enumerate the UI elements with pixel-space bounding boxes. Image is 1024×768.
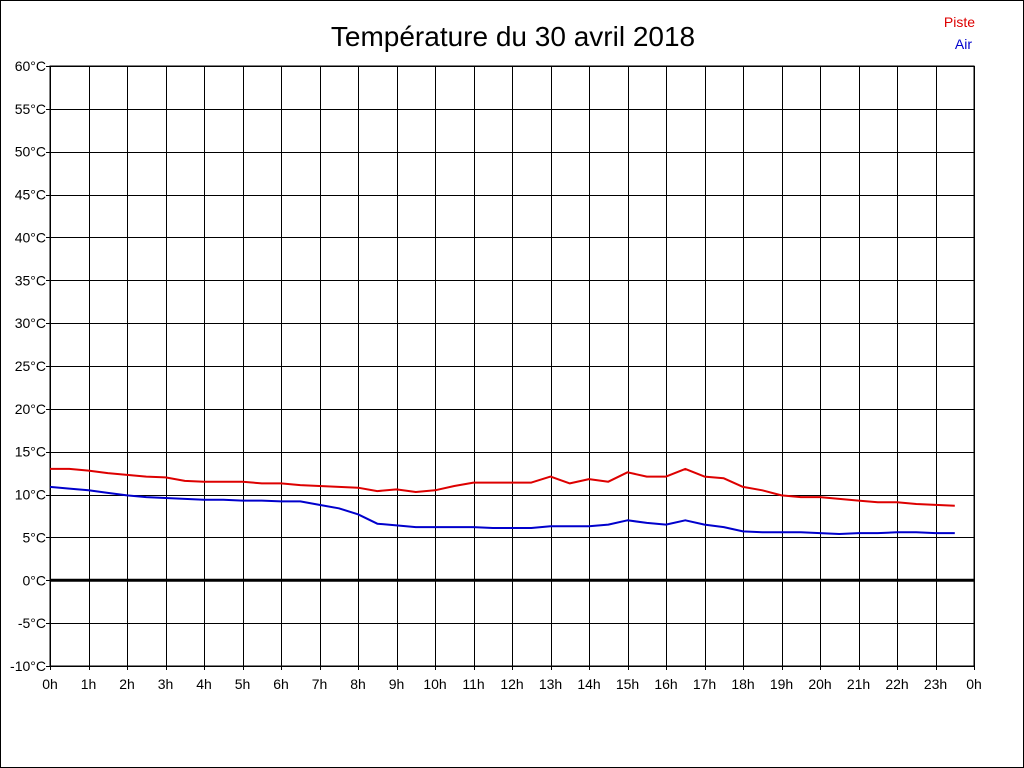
- y-tick-label: 35°C: [15, 272, 46, 288]
- x-tick-label: 3h: [158, 676, 174, 692]
- x-tick-label: 23h: [924, 676, 947, 692]
- y-tick-label: 40°C: [15, 229, 46, 245]
- y-tick-label: 55°C: [15, 101, 46, 117]
- x-tick-label: 2h: [119, 676, 135, 692]
- x-tick-label: 12h: [500, 676, 523, 692]
- x-tick-label: 18h: [731, 676, 754, 692]
- x-tick-label: 21h: [847, 676, 870, 692]
- y-tick-label: 25°C: [15, 358, 46, 374]
- x-tick-label: 7h: [312, 676, 328, 692]
- x-tick-label: 1h: [81, 676, 97, 692]
- y-tick-label: -5°C: [18, 615, 46, 631]
- x-tick-label: 20h: [808, 676, 831, 692]
- x-tick-label: 10h: [423, 676, 446, 692]
- y-tick-label: 5°C: [23, 529, 47, 545]
- x-axis-labels: 0h 1h 2h 3h 4h 5h 6h 7h 8h 9h 10h 11h 12h 13h 14h 15h 16…: [42, 676, 982, 692]
- y-axis-labels: 60°C 55°C 50°C 45°C 40°C 35°C 30°C 25°C 20°C 15°C…: [10, 58, 46, 674]
- chart-grid: [46, 65, 975, 670]
- x-tick-label: 0h: [42, 676, 58, 692]
- y-tick-label: 30°C: [15, 315, 46, 331]
- series-line-air: [49, 485, 955, 535]
- x-tick-label: 6h: [273, 676, 289, 692]
- legend-air: Air: [955, 36, 972, 52]
- y-tick-label: 20°C: [15, 401, 46, 417]
- x-tick-label: 8h: [350, 676, 366, 692]
- x-tick-label: 13h: [539, 676, 562, 692]
- y-tick-label: 45°C: [15, 187, 46, 203]
- x-tick-label: 5h: [235, 676, 251, 692]
- x-tick-label: 14h: [577, 676, 600, 692]
- x-tick-label: 4h: [196, 676, 212, 692]
- chart-title: Température du 30 avril 2018: [331, 21, 695, 52]
- y-tick-label: 10°C: [15, 487, 46, 503]
- series-lines: [49, 467, 955, 535]
- y-tick-label: 50°C: [15, 144, 46, 160]
- y-tick-label: -10°C: [10, 658, 46, 674]
- y-tick-label: 15°C: [15, 444, 46, 460]
- legend-piste: Piste: [944, 14, 975, 30]
- y-tick-label: 60°C: [15, 58, 46, 74]
- y-tick-label: 0°C: [23, 572, 47, 588]
- x-tick-label: 16h: [654, 676, 677, 692]
- x-tick-label: 11h: [462, 676, 484, 692]
- x-tick-label: 0h: [966, 676, 982, 692]
- x-tick-label: 15h: [616, 676, 639, 692]
- series-line-piste: [50, 467, 955, 507]
- x-tick-label: 17h: [693, 676, 716, 692]
- x-tick-label: 19h: [770, 676, 793, 692]
- x-tick-label: 9h: [389, 676, 405, 692]
- x-tick-label: 22h: [885, 676, 908, 692]
